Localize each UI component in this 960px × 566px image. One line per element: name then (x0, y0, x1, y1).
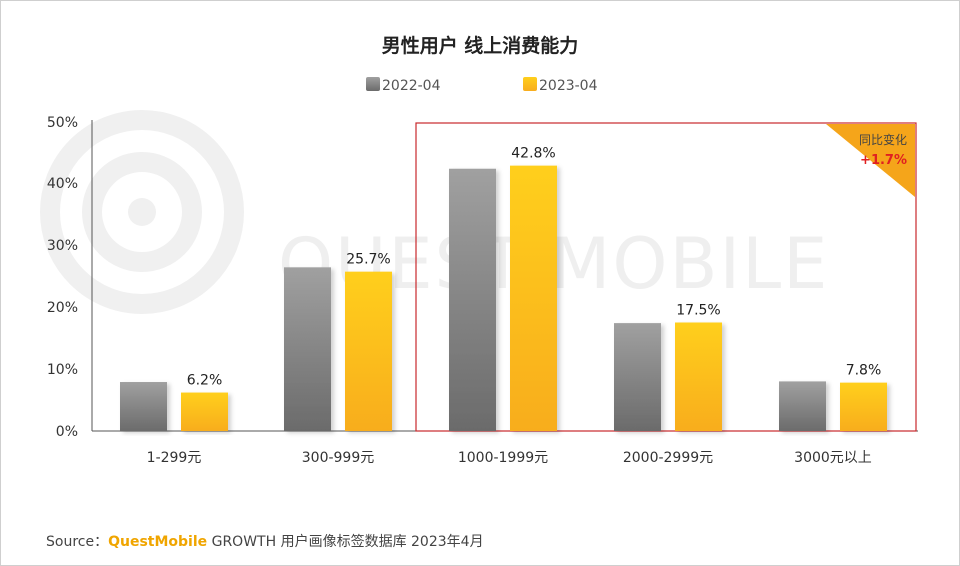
source-note: Source：QuestMobile GROWTH 用户画像标签数据库 2023… (46, 531, 484, 551)
y-tick-label: 10% (47, 362, 78, 378)
bar-2022-300-999 (284, 267, 331, 431)
y-tick-label: 20% (47, 300, 78, 316)
category-label: 2000-2999元 (623, 450, 713, 466)
bar-2022-2000-2999 (614, 323, 661, 431)
data-label: 17.5% (676, 303, 720, 319)
legend-label-2023: 2023-04 (539, 78, 598, 94)
category-label: 1-299元 (147, 450, 202, 466)
bar-2022-3000-plus (779, 381, 826, 431)
source-brand: QuestMobile (108, 534, 208, 550)
bar-2023-300-999 (345, 271, 392, 431)
category-label: 300-999元 (302, 450, 375, 466)
y-tick-label: 50% (47, 115, 78, 131)
data-label: 7.8% (846, 363, 882, 379)
y-tick-label: 30% (47, 238, 78, 254)
chart-title: 男性用户 线上消费能力 (382, 34, 579, 57)
category-label: 3000元以上 (794, 450, 872, 466)
highlight-corner-triangle (826, 124, 915, 197)
yoy-change-label: 同比变化 (859, 132, 907, 147)
bar-2022-1000-1999 (449, 168, 496, 432)
legend-swatch-2022 (366, 77, 380, 91)
data-labels: 6.2% 25.7% 42.8% 17.5% 7.8% (187, 146, 882, 389)
category-label: 1000-1999元 (458, 450, 548, 466)
source-text: GROWTH 用户画像标签数据库 2023年4月 (211, 534, 484, 550)
bar-2023-2000-2999 (675, 322, 722, 431)
bar-2023-1-299 (181, 392, 228, 431)
bar-2023-1000-1999 (510, 165, 557, 431)
series-2022-bars (120, 168, 826, 432)
bar-2022-1-299 (120, 382, 167, 431)
data-label: 6.2% (187, 373, 223, 389)
data-label: 42.8% (511, 146, 555, 162)
watermark-logo-icon (40, 110, 244, 314)
legend-label-2022: 2022-04 (382, 78, 441, 94)
y-tick-label: 40% (47, 176, 78, 192)
highlight-border (415, 122, 917, 432)
source-prefix: Source： (46, 534, 109, 550)
legend: 2022-04 2023-04 (366, 77, 598, 94)
y-tick-label: 0% (56, 424, 78, 440)
x-categories: 1-299元 300-999元 1000-1999元 2000-2999元 30… (147, 450, 872, 466)
yoy-change-value: +1.7% (860, 153, 907, 168)
watermark: QUEST MOBILE (40, 110, 827, 314)
y-ticks: 0% 10% 20% 30% 40% 50% (47, 115, 78, 440)
highlight-box: 同比变化 +1.7% (415, 122, 917, 432)
data-label: 25.7% (346, 252, 390, 268)
legend-swatch-2023 (523, 77, 537, 91)
bar-2023-3000-plus (840, 382, 887, 431)
series-2023-bars (181, 165, 887, 431)
